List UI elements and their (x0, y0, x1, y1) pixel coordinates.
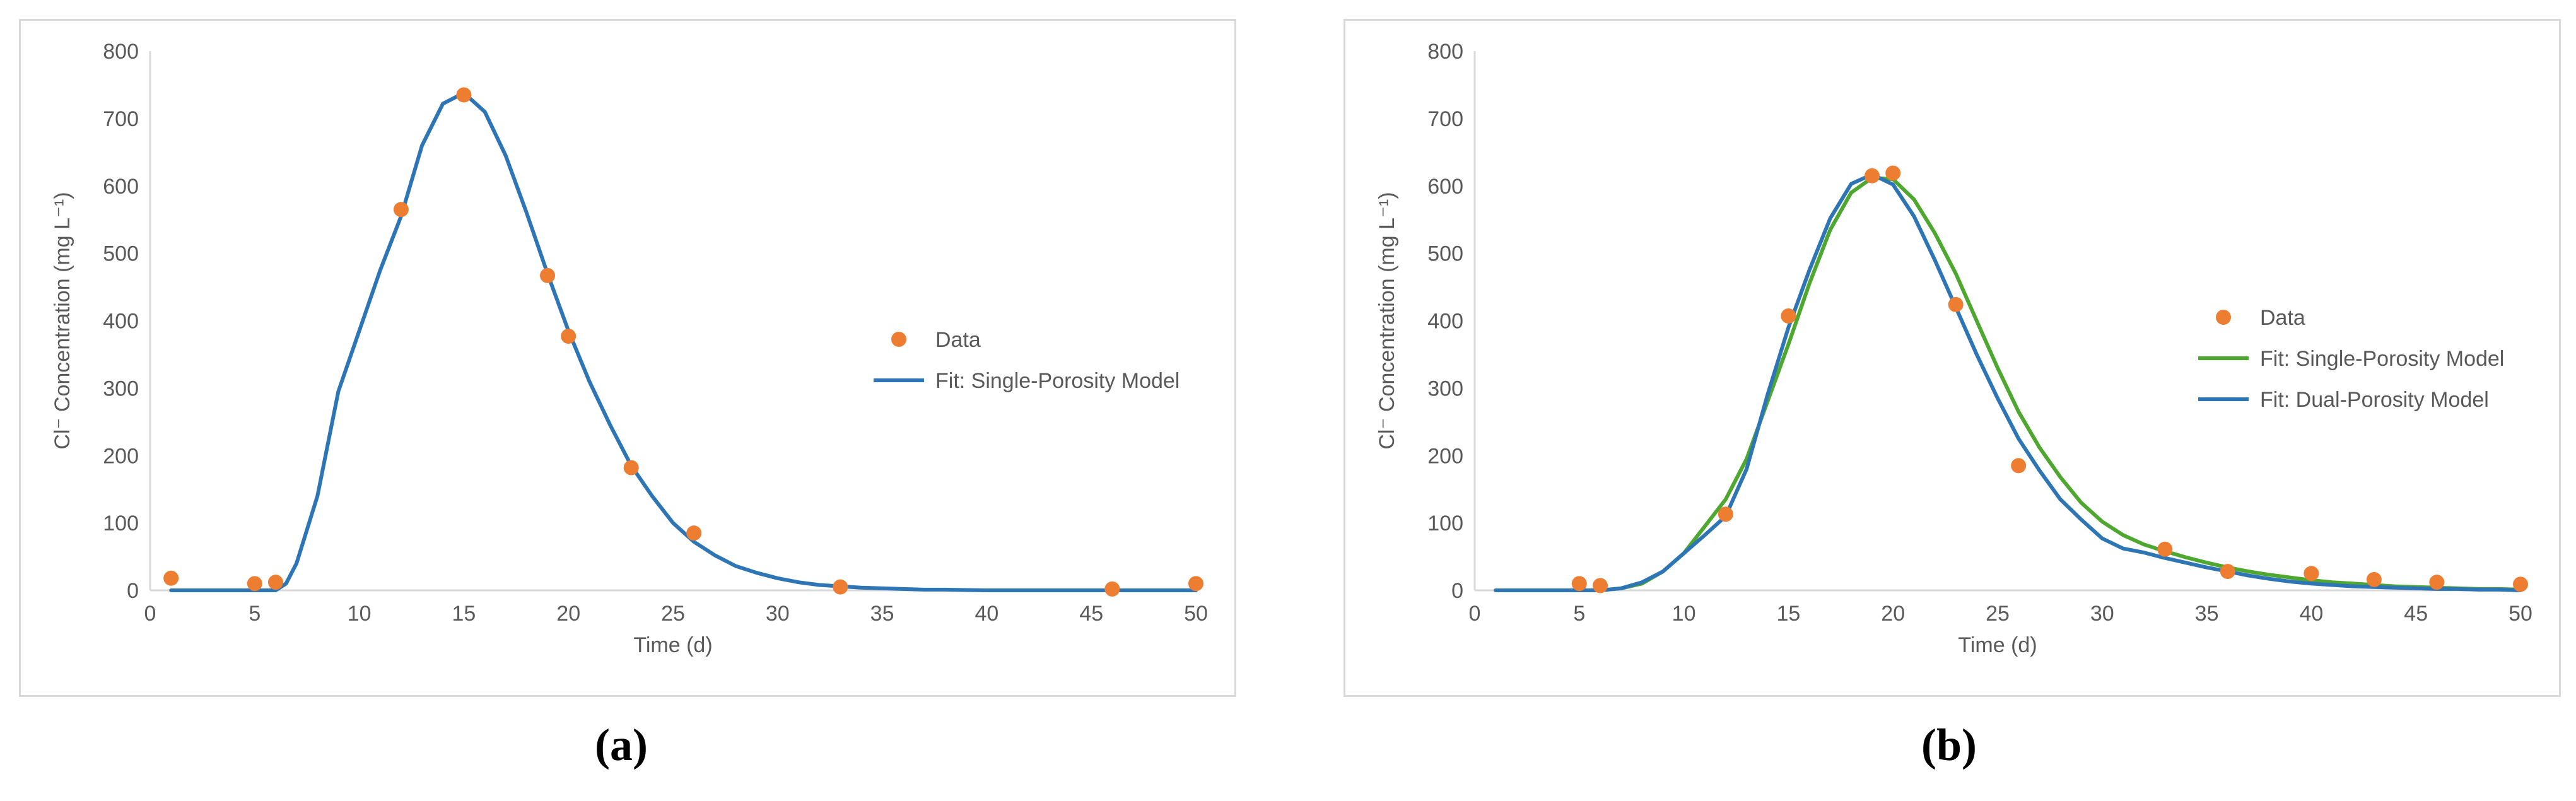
chart-b-y-tick-label: 200 (1427, 444, 1463, 468)
chart-b-y-tick-label: 300 (1427, 377, 1463, 400)
chart-a-x-tick-label: 35 (870, 602, 894, 626)
chart-a-y-tick-label: 700 (103, 107, 139, 131)
chart-a-legend-label: Fit: Single-Porosity Model (935, 369, 1180, 393)
caption-a: (a) (595, 720, 648, 770)
chart-b-y-tick-label: 100 (1427, 512, 1463, 535)
chart-b-legend-label: Fit: Dual-Porosity Model (2260, 388, 2489, 412)
chart-a-legend-label: Data (935, 328, 981, 352)
chart-a-data-point (686, 525, 702, 541)
chart-b-legend-label: Data (2260, 306, 2305, 330)
chart-b-x-tick-label: 30 (2090, 602, 2114, 626)
chart-b-y-tick-label: 400 (1427, 310, 1463, 334)
chart-b-x-tick-label: 10 (1672, 602, 1696, 626)
chart-a-y-tick-label: 400 (103, 310, 139, 334)
chart-a-x-tick-label: 0 (144, 602, 156, 626)
chart-a-x-tick-label: 30 (766, 602, 790, 626)
chart-b-data-point (2157, 541, 2173, 557)
chart-a-data-point (247, 576, 262, 592)
chart-b-y-tick-label: 0 (1451, 579, 1463, 603)
chart-a-y-tick-label: 500 (103, 242, 139, 266)
chart-b-data-point (1865, 168, 1880, 184)
chart-a-y-tick-label: 600 (103, 175, 139, 199)
chart-a-data-point (1188, 576, 1203, 592)
chart-b-data-point (1948, 296, 1964, 312)
chart-a-x-tick-label: 15 (452, 602, 476, 626)
chart-a-y-tick-label: 200 (103, 444, 139, 468)
chart-panel-b: 0 100 200 300 400 500 600 700 800 0 5 10 15 20 25 30 35 4… (1344, 19, 2561, 697)
chart-a-data-point (393, 202, 409, 218)
chart-b-data-point (2011, 458, 2027, 474)
chart-b-y-axis-title: Cl⁻ Concentration (mg L⁻¹) (1375, 192, 1399, 449)
chart-b-x-tick-label: 35 (2195, 602, 2219, 626)
chart-b-data-point (1718, 506, 1733, 522)
chart-b-y-tick-label: 600 (1427, 175, 1463, 199)
caption-b: (b) (1921, 720, 1977, 770)
chart-a-svg: 0 100 200 300 400 500 600 700 800 0 5 10 15 20 25 30 35 4… (50, 40, 1208, 657)
chart-b-data-point (1592, 578, 1608, 593)
chart-a-data-point (267, 575, 283, 590)
chart-b-data-point (1571, 576, 1587, 592)
chart-a-data-point (163, 570, 179, 586)
chart-b-series-line-fit-single-porosity-model (1494, 175, 2522, 592)
chart-b-x-axis-title: Time (d) (1958, 633, 2037, 657)
chart-a-data-point (623, 460, 639, 476)
chart-a-legend-marker-data (891, 332, 906, 347)
chart-b-series-line-fit-dual-porosity-model (1494, 172, 2522, 592)
chart-a-data-point (561, 329, 577, 344)
chart-a-data-point (833, 579, 848, 595)
chart-a-data-point (1104, 581, 1120, 597)
chart-b-x-tick-label: 0 (1469, 602, 1481, 626)
chart-b-legend-marker-data (2216, 310, 2231, 325)
chart-a-x-tick-label: 5 (249, 602, 261, 626)
chart-a-x-tick-label: 50 (1184, 602, 1208, 626)
chart-b-x-tick-label: 20 (1881, 602, 1905, 626)
chart-a-x-tick-label: 25 (661, 602, 685, 626)
chart-b-data-point (2429, 575, 2445, 590)
chart-b-data-point (2366, 571, 2382, 587)
chart-a-x-tick-label: 20 (556, 602, 580, 626)
chart-b-data-point (1885, 165, 1901, 181)
chart-a-y-tick-label: 800 (103, 40, 139, 64)
chart-a-data-point (456, 87, 472, 103)
chart-b-x-tick-label: 50 (2509, 602, 2532, 626)
chart-a-data-point (540, 267, 556, 283)
chart-b-y-tick-label: 700 (1427, 107, 1463, 131)
chart-a-x-axis-title: Time (d) (633, 633, 712, 657)
chart-b-data-point (2304, 566, 2319, 582)
chart-b-y-tick-label: 800 (1427, 40, 1463, 64)
chart-a-y-tick-label: 300 (103, 377, 139, 400)
chart-a-x-tick-label: 40 (975, 602, 998, 626)
chart-b-x-tick-label: 25 (1986, 602, 2010, 626)
chart-a-y-axis-title: Cl⁻ Concentration (mg L⁻¹) (50, 192, 74, 449)
chart-panel-a: 0 100 200 300 400 500 600 700 800 0 5 10 15 20 25 30 35 4… (19, 19, 1236, 697)
chart-a-y-tick-label: 100 (103, 512, 139, 535)
chart-b-legend-label: Fit: Single-Porosity Model (2260, 347, 2504, 371)
chart-a-y-tick-label: 0 (127, 579, 139, 603)
chart-b-x-tick-label: 40 (2299, 602, 2323, 626)
chart-b-x-tick-label: 45 (2404, 602, 2428, 626)
chart-b-y-tick-label: 500 (1427, 242, 1463, 266)
chart-b-x-tick-label: 5 (1573, 602, 1585, 626)
chart-b-data-point (1781, 308, 1796, 324)
chart-a-series-line-fit-single-porosity-model (169, 91, 1198, 592)
chart-b-svg: 0 100 200 300 400 500 600 700 800 0 5 10 15 20 25 30 35 4… (1375, 40, 2532, 657)
chart-a-x-tick-label: 10 (348, 602, 372, 626)
chart-b-x-tick-label: 15 (1776, 602, 1800, 626)
chart-b-data-point (2220, 564, 2235, 580)
chart-b-data-point (2513, 576, 2528, 592)
chart-a-x-tick-label: 45 (1079, 602, 1103, 626)
